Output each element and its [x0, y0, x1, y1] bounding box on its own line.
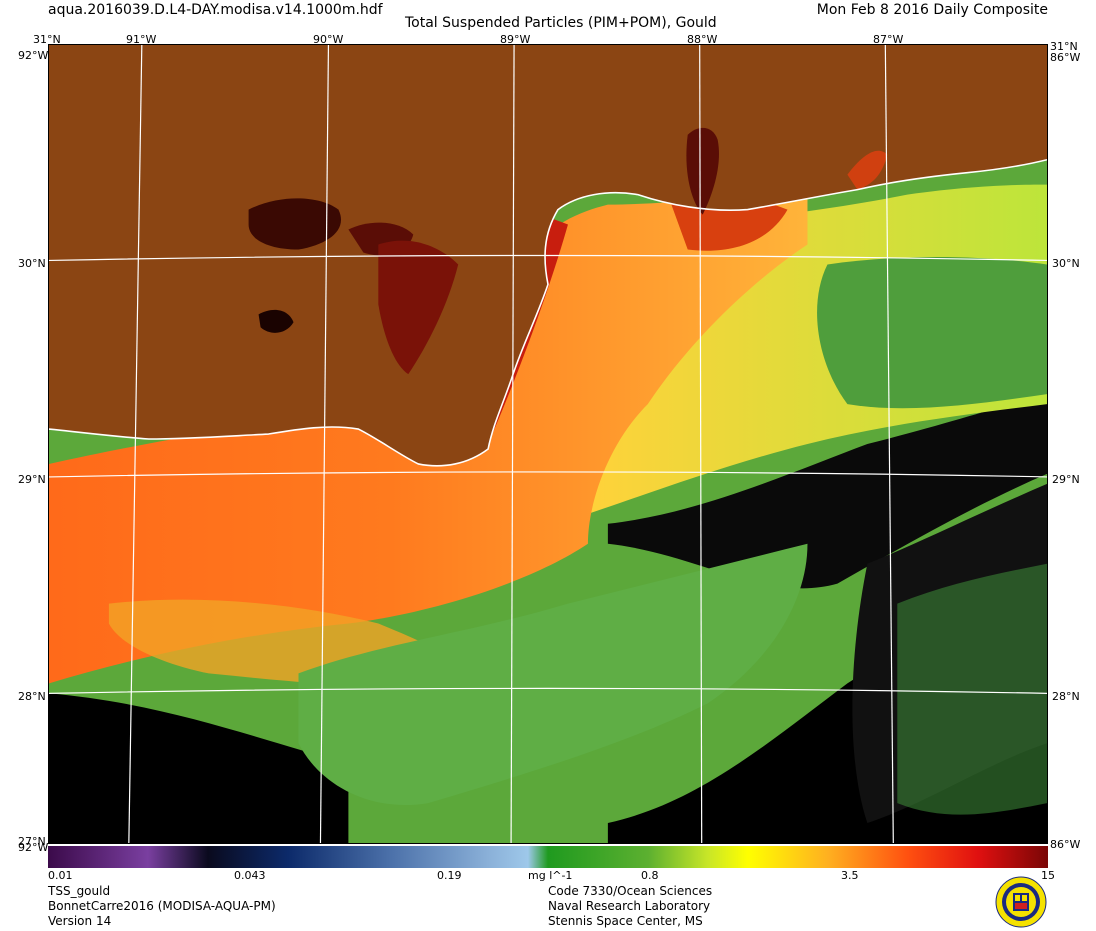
colorbar-tick: 0.19	[437, 869, 462, 882]
colorbar-max: 15	[1041, 869, 1055, 882]
lat-label-right: 30°N	[1052, 257, 1080, 270]
nrl-seal-icon	[995, 876, 1047, 928]
nodata-east-front	[607, 394, 1047, 589]
lat-label-left: 28°N	[18, 690, 46, 703]
lon-label-top: 91°W	[126, 33, 157, 46]
pensacola-bay	[847, 150, 888, 190]
lat-label-top-right: 31°N	[1050, 40, 1078, 53]
map-title: Total Suspended Particles (PIM+POM), Gou…	[405, 15, 717, 31]
code-label: Code 7330/Ocean Sciences	[548, 884, 713, 898]
colorbar	[48, 846, 1048, 868]
lon-label-right-bottom: 86°W	[1050, 838, 1081, 851]
barataria-lakes	[258, 309, 294, 333]
colorbar-min: 0.01	[48, 869, 73, 882]
product-label: TSS_gould	[48, 884, 111, 898]
date-label: Mon Feb 8 2016 Daily Composite	[816, 2, 1048, 18]
delta-marsh	[378, 240, 459, 375]
lat-label-right: 28°N	[1052, 690, 1080, 703]
colorbar-tick: 0.8	[641, 869, 659, 882]
colorbar-tick: 3.5	[841, 869, 859, 882]
lat-label-bottom-left: 27°N	[18, 835, 46, 848]
lab-label: Naval Research Laboratory	[548, 899, 711, 913]
lon-label-top: 89°W	[500, 33, 531, 46]
lon-label-left-bottom: 92°W	[18, 841, 49, 854]
lon-label-top: 88°W	[687, 33, 718, 46]
colorbar-tick: 0.043	[234, 869, 266, 882]
coastline	[49, 158, 1047, 467]
lat-label-top-left: 31°N	[33, 33, 61, 46]
mobile-bay	[686, 127, 719, 215]
green-patch-east	[897, 563, 1047, 815]
project-label: BonnetCarre2016 (MODISA-AQUA-PM)	[48, 899, 276, 913]
lat-label-right: 29°N	[1052, 473, 1080, 486]
nodata-south	[49, 693, 349, 843]
graticule	[49, 45, 1047, 843]
lon-label-top: 87°W	[873, 33, 904, 46]
colorbar-units: mg l^-1	[528, 869, 573, 882]
green-eddy	[817, 256, 1047, 409]
version-label: Version 14	[48, 914, 112, 928]
lat-label-left: 30°N	[18, 257, 46, 270]
footer-center: Code 7330/Ocean Sciences Naval Research …	[548, 884, 712, 929]
tss-map	[48, 44, 1048, 844]
lat-label-left: 29°N	[18, 473, 46, 486]
lon-label-top: 90°W	[313, 33, 344, 46]
land-mainland	[49, 45, 1047, 466]
lake-pontchartrain	[248, 198, 342, 250]
water-south-green	[298, 543, 808, 806]
lon-label-right-top: 86°W	[1050, 51, 1081, 64]
footer-left: TSS_gould BonnetCarre2016 (MODISA-AQUA-P…	[48, 884, 276, 929]
filename-label: aqua.2016039.D.L4-DAY.modisa.v14.1000m.h…	[48, 2, 383, 18]
lon-label-left-top: 92°W	[18, 49, 49, 62]
location-label: Stennis Space Center, MS	[548, 914, 703, 928]
